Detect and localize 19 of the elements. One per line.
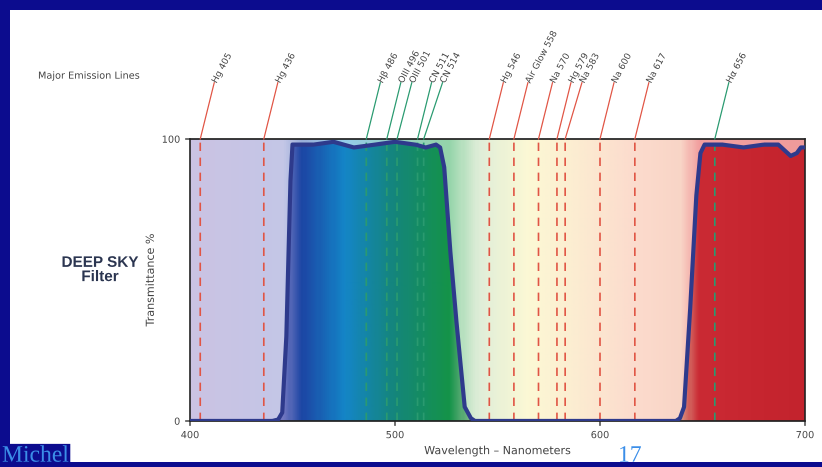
text: 17 [620, 446, 641, 462]
x-tick-label: 700 [796, 430, 814, 438]
x-tick-label: 500 [386, 430, 404, 438]
ref-line-label: Na 600 [610, 52, 632, 84]
ref-line-label: Hα 656 [726, 52, 746, 84]
ref-line-label: Hg 546 [500, 52, 522, 84]
x-tick-label: 600 [591, 430, 609, 438]
y-tick-label: 100 [162, 135, 180, 143]
ref-line-label: Hg 436 [274, 52, 297, 84]
x-tick-label: 400 [181, 430, 199, 438]
y-tick-label: 0 [174, 417, 180, 425]
text: Michel [2, 445, 68, 462]
x-axis-title: Wavelength – Nanometers [424, 446, 570, 456]
ref-line-label: Hβ 486 [376, 52, 400, 84]
y-axis-title: Transmittance % [145, 234, 154, 326]
ref-line-label: Hg 405 [210, 52, 234, 84]
text: DEEP SKY Filter [62, 256, 138, 282]
text: Major Emission Lines [38, 71, 140, 81]
ref-line-label: Na 617 [646, 52, 666, 84]
